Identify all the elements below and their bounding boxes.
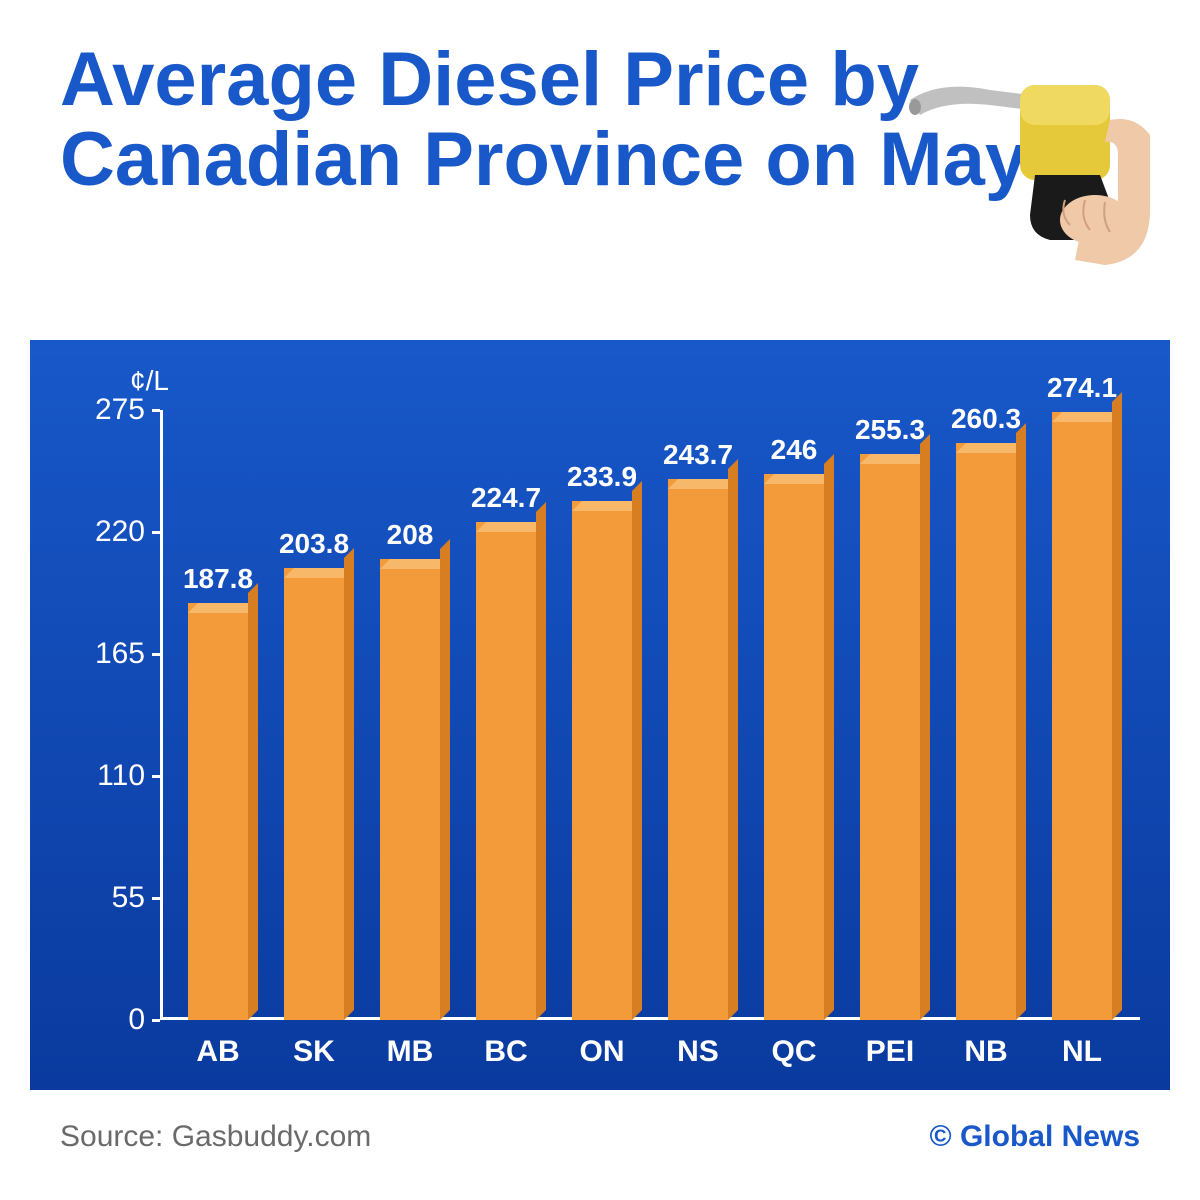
bar-category-label: ON [579,1035,624,1069]
y-tick-label: 220 [95,515,145,549]
bar-shape [188,603,248,1020]
y-tick [152,409,160,412]
bar-category-label: NS [677,1035,719,1069]
bar-nb: 260.3NB [943,403,1029,1020]
bar-sk: 203.8SK [271,528,357,1020]
y-tick-label: 0 [128,1003,145,1037]
footer: Source: Gasbuddy.com © Global News [0,1090,1200,1184]
bar-shape [764,474,824,1020]
bar-category-label: NB [964,1035,1007,1069]
y-tick-label: 165 [95,637,145,671]
bar-shape [476,522,536,1020]
bar-shape [1052,412,1112,1020]
y-tick [152,775,160,778]
bar-value-label: 208 [387,519,434,551]
bar-value-label: 260.3 [951,403,1021,435]
bar-value-label: 233.9 [567,461,637,493]
y-tick [152,1019,160,1022]
plot-region: 187.8AB203.8SK208MB224.7BC233.9ON243.7NS… [160,410,1140,1020]
bar-category-label: AB [196,1035,239,1069]
bar-ab: 187.8AB [175,563,261,1020]
header: Average Diesel Price by Canadian Provinc… [0,0,1200,340]
bar-value-label: 243.7 [663,439,733,471]
bar-shape [956,443,1016,1020]
bar-nl: 274.1NL [1039,372,1125,1020]
bar-value-label: 224.7 [471,482,541,514]
source-text: Source: Gasbuddy.com [60,1120,371,1154]
bar-category-label: QC [771,1035,816,1069]
fuel-pump-icon [900,60,1160,280]
bar-value-label: 255.3 [855,414,925,446]
bar-value-label: 187.8 [183,563,253,595]
chart-area: ¢/L 187.8AB203.8SK208MB224.7BC233.9ON243… [30,340,1170,1090]
y-tick [152,531,160,534]
bar-category-label: MB [387,1035,434,1069]
bar-shape [572,501,632,1020]
bar-shape [284,568,344,1020]
y-tick-label: 55 [112,881,145,915]
bar-shape [860,454,920,1020]
bar-mb: 208MB [367,519,453,1020]
bar-shape [380,559,440,1020]
bar-ns: 243.7NS [655,439,741,1020]
y-tick-label: 275 [95,393,145,427]
bar-shape [668,479,728,1020]
infographic-container: Average Diesel Price by Canadian Provinc… [0,0,1200,1200]
y-tick [152,897,160,900]
bar-category-label: NL [1062,1035,1102,1069]
bar-category-label: BC [484,1035,527,1069]
y-tick [152,653,160,656]
y-tick-label: 110 [97,759,145,793]
bar-value-label: 274.1 [1047,372,1117,404]
bar-bc: 224.7BC [463,482,549,1020]
bar-on: 233.9ON [559,461,645,1020]
bar-qc: 246QC [751,434,837,1020]
bar-category-label: PEI [866,1035,914,1069]
bar-category-label: SK [293,1035,335,1069]
bars-container: 187.8AB203.8SK208MB224.7BC233.9ON243.7NS… [160,410,1140,1020]
copyright-text: © Global News [930,1120,1140,1154]
bar-value-label: 203.8 [279,528,349,560]
bar-value-label: 246 [771,434,818,466]
bar-pei: 255.3PEI [847,414,933,1020]
